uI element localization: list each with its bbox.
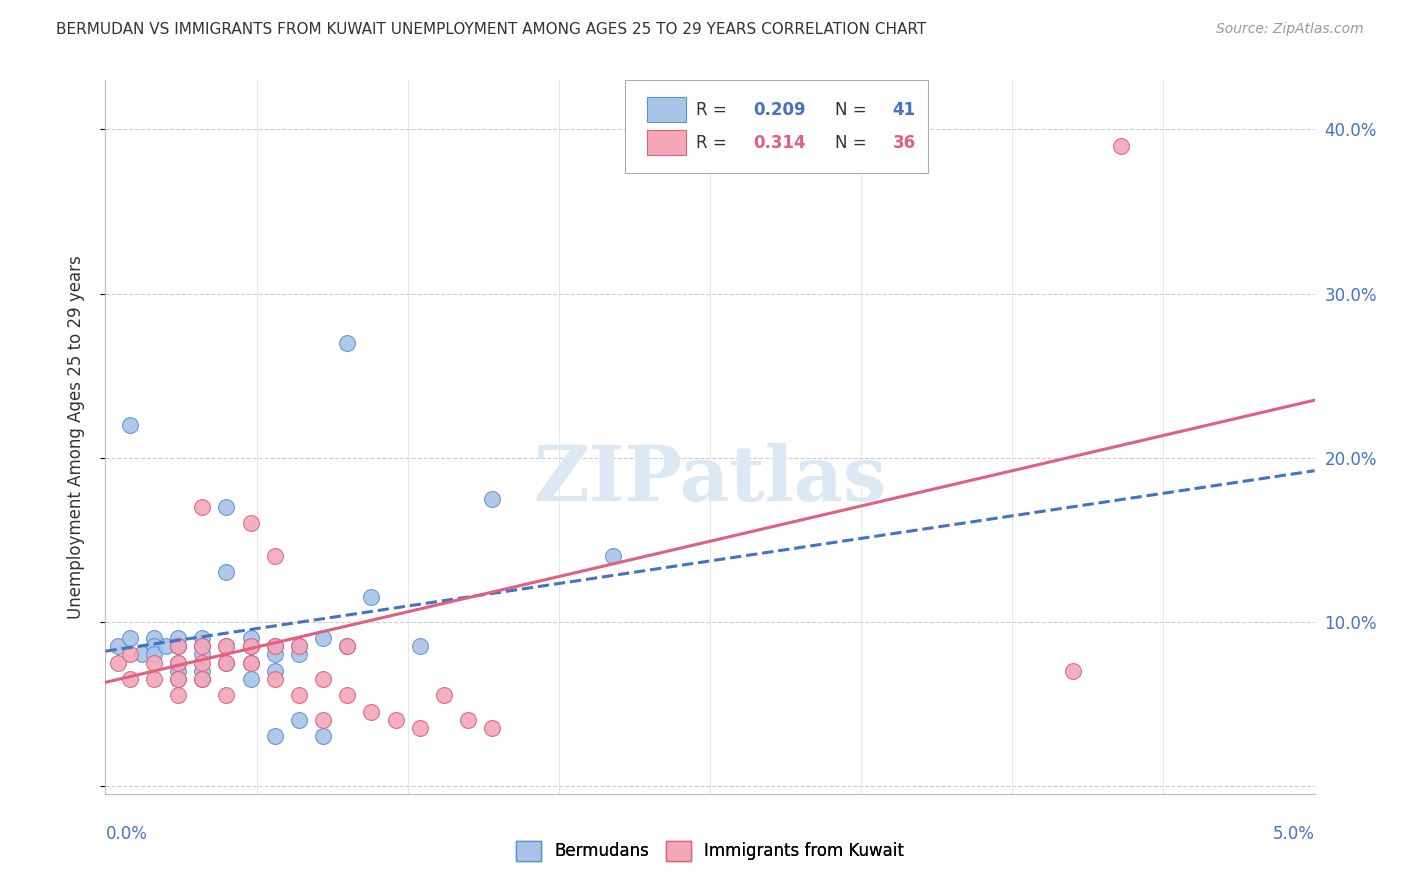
Point: [457, 713, 479, 727]
Point: [167, 656, 190, 670]
Point: [360, 590, 382, 604]
Point: [118, 417, 141, 432]
FancyBboxPatch shape: [647, 130, 686, 155]
Point: [263, 639, 285, 653]
Point: [239, 516, 262, 531]
Point: [191, 672, 214, 686]
Point: [288, 648, 311, 662]
Point: [239, 639, 262, 653]
FancyBboxPatch shape: [647, 96, 686, 121]
Point: [312, 713, 335, 727]
Point: [239, 656, 262, 670]
Text: R =: R =: [696, 101, 731, 119]
Point: [215, 656, 238, 670]
Point: [191, 648, 214, 662]
Point: [288, 639, 311, 653]
Point: [167, 672, 190, 686]
Point: [191, 639, 214, 653]
Point: [263, 549, 285, 563]
Point: [142, 672, 165, 686]
Point: [191, 500, 214, 514]
Point: [288, 639, 311, 653]
Point: [602, 549, 624, 563]
Point: [118, 672, 141, 686]
Point: [191, 631, 214, 645]
Text: 5.0%: 5.0%: [1272, 825, 1315, 843]
Point: [336, 639, 359, 653]
Point: [191, 672, 214, 686]
Point: [215, 566, 238, 580]
Text: 0.209: 0.209: [754, 101, 806, 119]
Text: BERMUDAN VS IMMIGRANTS FROM KUWAIT UNEMPLOYMENT AMONG AGES 25 TO 29 YEARS CORREL: BERMUDAN VS IMMIGRANTS FROM KUWAIT UNEMP…: [56, 22, 927, 37]
Text: N =: N =: [835, 101, 872, 119]
Text: R =: R =: [696, 134, 731, 152]
Point: [263, 664, 285, 678]
Point: [155, 639, 177, 653]
Text: 0.0%: 0.0%: [105, 825, 148, 843]
Point: [142, 648, 165, 662]
Text: 0.314: 0.314: [754, 134, 806, 152]
Point: [481, 491, 503, 506]
Point: [263, 648, 285, 662]
Point: [142, 639, 165, 653]
Point: [336, 335, 359, 350]
Point: [1062, 664, 1084, 678]
Point: [409, 639, 432, 653]
Text: ZIPatlas: ZIPatlas: [533, 443, 887, 516]
Point: [263, 639, 285, 653]
Point: [312, 631, 335, 645]
Point: [167, 664, 190, 678]
Point: [167, 639, 190, 653]
Point: [288, 689, 311, 703]
Point: [409, 721, 432, 735]
Point: [167, 689, 190, 703]
Point: [107, 656, 129, 670]
Point: [107, 639, 129, 653]
Text: Source: ZipAtlas.com: Source: ZipAtlas.com: [1216, 22, 1364, 37]
Point: [360, 705, 382, 719]
Point: [191, 656, 214, 670]
Point: [118, 631, 141, 645]
Point: [191, 664, 214, 678]
Point: [215, 656, 238, 670]
Point: [263, 672, 285, 686]
Text: 36: 36: [893, 134, 915, 152]
Point: [215, 639, 238, 653]
FancyBboxPatch shape: [626, 80, 928, 173]
Point: [384, 713, 406, 727]
Point: [167, 631, 190, 645]
Point: [239, 639, 262, 653]
Y-axis label: Unemployment Among Ages 25 to 29 years: Unemployment Among Ages 25 to 29 years: [66, 255, 84, 619]
Point: [215, 500, 238, 514]
Point: [312, 730, 335, 744]
Point: [142, 631, 165, 645]
Point: [481, 721, 503, 735]
Point: [263, 730, 285, 744]
Point: [312, 672, 335, 686]
Point: [336, 639, 359, 653]
Point: [131, 648, 153, 662]
Point: [288, 713, 311, 727]
Legend: Bermudans, Immigrants from Kuwait: Bermudans, Immigrants from Kuwait: [509, 834, 911, 868]
Point: [142, 656, 165, 670]
Point: [167, 639, 190, 653]
Point: [215, 689, 238, 703]
Point: [239, 631, 262, 645]
Point: [1109, 139, 1132, 153]
Point: [118, 648, 141, 662]
Point: [433, 689, 456, 703]
Text: N =: N =: [835, 134, 872, 152]
Point: [239, 656, 262, 670]
Point: [167, 656, 190, 670]
Text: 41: 41: [893, 101, 915, 119]
Point: [215, 639, 238, 653]
Point: [191, 639, 214, 653]
Point: [239, 672, 262, 686]
Point: [167, 672, 190, 686]
Point: [336, 689, 359, 703]
